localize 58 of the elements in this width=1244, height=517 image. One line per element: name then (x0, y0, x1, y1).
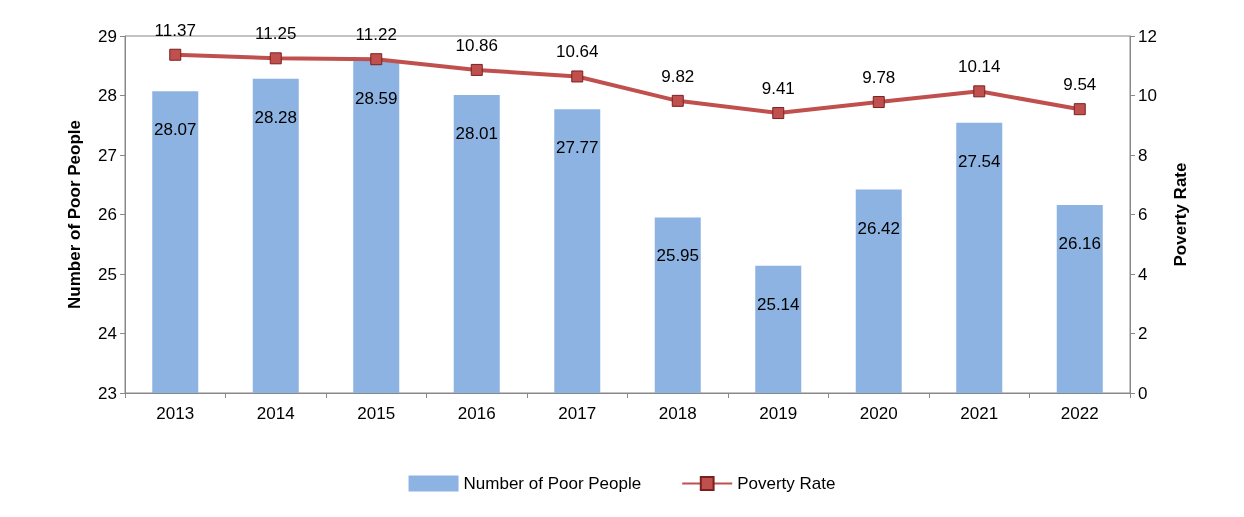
point (973, 85, 986, 98)
point (571, 70, 584, 83)
x-tick-label: 2016 (457, 404, 496, 423)
data-label: 11.22 (355, 25, 397, 45)
x-tick-label: 2020 (859, 404, 898, 423)
point (872, 96, 885, 109)
y-tick-label: 23 (98, 383, 117, 403)
x-tick-label: 2015 (357, 404, 396, 423)
y2-tick-label: 10 (1138, 86, 1157, 105)
y-tick-label: 24 (98, 324, 117, 343)
data-label: 9.54 (1063, 75, 1097, 95)
y2-tick-label: 4 (1138, 264, 1148, 284)
data-label: 11.25 (255, 24, 297, 44)
data-label: 11.37 (154, 20, 196, 40)
x-tick-label: 2013 (156, 404, 195, 423)
point (470, 63, 483, 76)
data-label: 28.28 (254, 107, 298, 127)
data-label: 10.86 (455, 35, 499, 55)
data-label: 26.42 (857, 218, 901, 238)
y-axis-title: Number of Poor People (65, 120, 84, 309)
y-tick-label: 27 (98, 145, 117, 165)
point (370, 53, 383, 66)
data-label: 27.77 (555, 138, 599, 158)
x-tick-label: 2021 (960, 404, 999, 423)
data-label: 28.07 (153, 120, 197, 140)
data-label: 25.95 (656, 246, 700, 266)
point (169, 48, 182, 61)
y2-tick-label: 2 (1138, 324, 1148, 343)
data-label: 9.78 (862, 68, 896, 88)
x-tick-label: 2018 (658, 404, 697, 423)
y2-tick-label: 12 (1138, 26, 1157, 46)
data-label: 10.14 (957, 57, 1001, 77)
data-label: 26.16 (1058, 233, 1102, 253)
y-tick-label: 29 (98, 26, 117, 46)
y2-axis-title: Poverty Rate (1171, 162, 1190, 267)
y2-tick-label: 8 (1138, 145, 1148, 165)
data-label: 25.14 (756, 294, 800, 314)
x-tick-label: 2022 (1060, 404, 1099, 423)
data-label: 28.01 (455, 123, 499, 143)
data-label: 27.54 (957, 151, 1001, 171)
data-label: 9.41 (761, 79, 795, 99)
point (671, 94, 684, 107)
y2-tick-label: 6 (1138, 205, 1148, 224)
point (269, 52, 282, 65)
y-tick-label: 28 (98, 86, 117, 105)
data-label: 10.64 (555, 42, 599, 62)
y-tick-label: 25 (98, 264, 117, 284)
point (772, 107, 785, 120)
x-tick-label: 2019 (759, 404, 798, 423)
data-label: 28.59 (354, 89, 398, 109)
x-tick-label: 2017 (558, 404, 597, 423)
legend-label: Poverty Rate (737, 474, 836, 493)
x-tick-label: 2014 (256, 404, 295, 423)
y-tick-label: 26 (98, 205, 117, 224)
legend-label: Number of Poor People (463, 474, 642, 493)
data-label: 9.82 (661, 66, 695, 86)
y2-tick-label: 0 (1138, 383, 1148, 403)
point (1073, 103, 1086, 116)
